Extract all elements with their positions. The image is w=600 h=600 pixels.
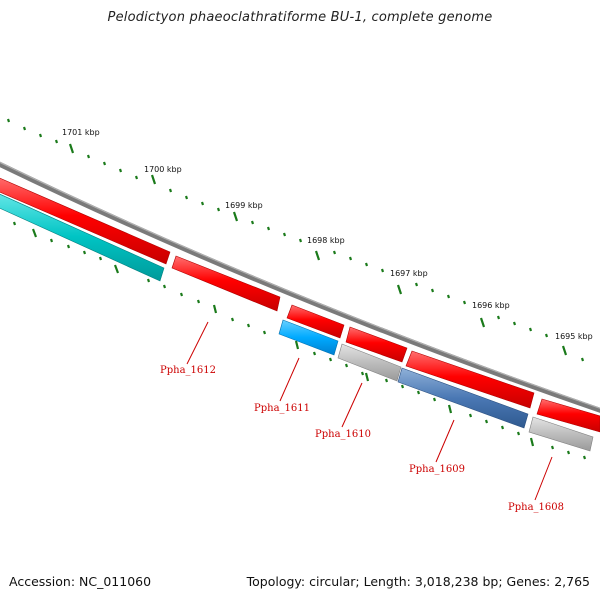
scale-ticks-inner (12, 221, 587, 460)
gene-label-ppha1610[interactable]: Ppha_1610 (315, 429, 371, 440)
genome-summary-text: Topology: circular; Length: 3,018,238 bp… (246, 574, 590, 589)
callout-ppha1610 (341, 382, 363, 428)
genome-backbone-highlight (0, 161, 600, 409)
gene-cyan[interactable] (0, 192, 165, 282)
gene-label-ppha1612[interactable]: Ppha_1612 (160, 365, 216, 376)
gene-callouts (186, 321, 553, 501)
forward-genes (0, 176, 600, 433)
scale-label-1698: 1698 kbp (307, 236, 345, 245)
gene-red-6[interactable] (536, 398, 600, 433)
accession-text: Accession: NC_011060 (9, 574, 152, 589)
gene-blue-ppha1611[interactable] (278, 319, 339, 356)
gene-red-2[interactable] (171, 255, 281, 312)
genome-backbone (0, 161, 600, 413)
gene-label-ppha1608[interactable]: Ppha_1608 (508, 502, 564, 513)
callout-ppha1608 (534, 456, 553, 501)
gene-label-ppha1611[interactable]: Ppha_1611 (254, 403, 310, 414)
gene-red-5[interactable] (405, 350, 535, 409)
gene-label-ppha1609[interactable]: Ppha_1609 (409, 464, 465, 475)
scale-label-1695: 1695 kbp (555, 332, 593, 341)
scale-ticks-outer (6, 118, 585, 362)
gene-red-4[interactable] (345, 326, 408, 363)
scale-label-1696: 1696 kbp (472, 301, 510, 310)
gene-gray-ppha1608[interactable] (528, 416, 594, 452)
gene-red-3[interactable] (286, 304, 345, 339)
callout-ppha1609 (435, 419, 455, 463)
map-title: Pelodictyon phaeoclathratiforme BU-1, co… (107, 10, 493, 25)
gene-steel-ppha1609[interactable] (397, 367, 529, 429)
scale-label-1699: 1699 kbp (225, 201, 263, 210)
callout-ppha1611 (279, 357, 300, 402)
callout-ppha1612 (186, 321, 209, 365)
scale-label-1701: 1701 kbp (62, 128, 100, 137)
scale-labels: 1701 kbp 1700 kbp 1699 kbp 1698 kbp 1697… (62, 128, 593, 341)
scale-label-1697: 1697 kbp (390, 269, 428, 278)
gene-red-1[interactable] (0, 176, 171, 265)
gene-gray-ppha1610[interactable] (337, 343, 402, 382)
scale-label-1700: 1700 kbp (144, 165, 182, 174)
gene-labels: Ppha_1612 Ppha_1611 Ppha_1610 Ppha_1609 … (160, 365, 564, 513)
inner-genes (0, 192, 594, 452)
